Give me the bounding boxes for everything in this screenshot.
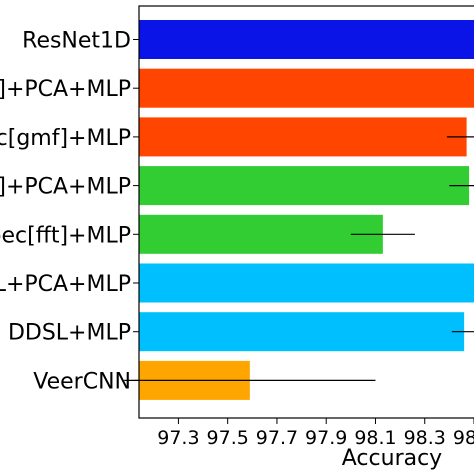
bar — [139, 117, 467, 157]
bar — [139, 263, 474, 303]
x-tick-label: 97.3 — [157, 427, 199, 449]
y-tick-label: pec[fft]+MLP — [0, 223, 131, 248]
bar — [139, 214, 383, 254]
bar — [139, 312, 465, 352]
x-tick-label: 97.9 — [305, 427, 347, 449]
x-tick-label: 98.3 — [404, 427, 446, 449]
x-ticks: 97.3 97.5 97.7 97.9 98.1 98.3 98.5 — [157, 418, 474, 449]
x-tick-label: 97.7 — [256, 427, 298, 449]
bar — [139, 166, 470, 206]
x-axis-label: Accuracy — [342, 446, 442, 471]
bar — [139, 20, 474, 59]
x-tick-label: 97.5 — [207, 427, 249, 449]
y-tick-labels: ResNet1D f]+PCA+MLP ec[gmf]+MLP t]+PCA+MLP p… — [0, 29, 139, 394]
y-tick-label: ResNet1D — [22, 29, 131, 54]
y-tick-label: ec[gmf]+MLP — [0, 126, 131, 151]
plot-frame — [138, 5, 474, 419]
y-tick-label: VeerCNN — [33, 369, 131, 394]
x-tick-label: 98.1 — [354, 427, 396, 449]
y-tick-label: DDSL+MLP — [8, 321, 131, 346]
bars-layer — [139, 20, 474, 400]
bar — [139, 68, 474, 108]
y-tick-label: t]+PCA+MLP — [0, 175, 131, 200]
y-tick-label: f]+PCA+MLP — [0, 77, 131, 102]
error-bars-layer — [124, 136, 474, 381]
y-tick-label: L+PCA+MLP — [0, 272, 131, 297]
x-tick-label: 98.5 — [453, 427, 474, 449]
